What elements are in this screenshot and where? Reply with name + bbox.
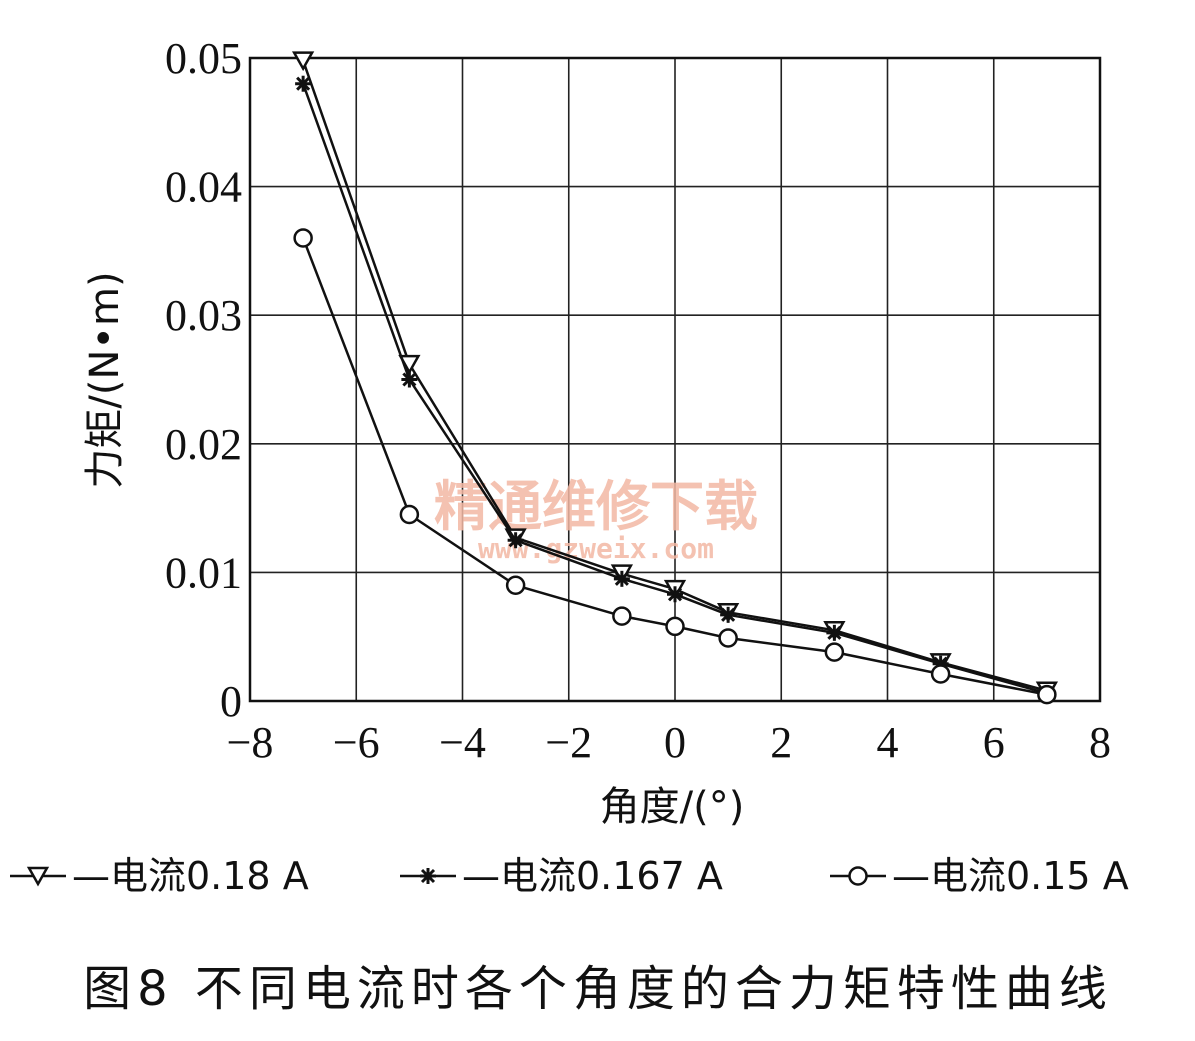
circle-marker-shape <box>848 866 868 886</box>
x-tick-label: 4 <box>877 718 899 767</box>
x-tick-label: 2 <box>770 718 792 767</box>
legend-item: —电流0.15 A <box>830 854 1129 898</box>
data-point <box>930 664 951 684</box>
data-point <box>826 624 843 641</box>
y-tick-label: 0.03 <box>165 291 242 340</box>
plot-frame <box>248 56 1102 703</box>
y-tick-label: 0.01 <box>165 548 242 597</box>
x-axis-label: 角度/(°) <box>600 784 745 830</box>
circle-marker-shape <box>1037 684 1057 705</box>
circle-marker-shape <box>399 504 420 525</box>
figure-caption: 图8 不同电流时各个角度的合力矩特性曲线 <box>83 961 1113 1017</box>
x-tick-label: −4 <box>439 718 486 767</box>
asterisk-stroke <box>402 372 417 387</box>
x-tick-label: 0 <box>664 718 686 767</box>
x-tick-label: −6 <box>333 718 380 767</box>
legend-item: —电流0.167 A <box>400 854 723 898</box>
data-point <box>399 504 420 525</box>
data-point <box>720 606 737 623</box>
x-tick-label: 8 <box>1089 718 1111 767</box>
data-point <box>505 575 526 596</box>
circle-marker-shape <box>293 228 313 248</box>
legend-marker <box>848 866 868 886</box>
data-point <box>612 606 632 626</box>
circle-marker-shape <box>824 642 845 662</box>
watermark-title: 精通维修下载 <box>434 475 758 538</box>
legend-label: —电流0.167 A <box>462 854 723 898</box>
series-circle <box>293 228 1057 705</box>
triangle-down-marker-shape <box>291 51 315 72</box>
legend-marker <box>420 868 436 884</box>
asterisk-stroke <box>614 571 629 586</box>
series-layer <box>291 51 1059 705</box>
legend-label: —电流0.18 A <box>72 854 309 898</box>
legend-item: —电流0.18 A <box>10 854 309 898</box>
data-point <box>667 586 683 603</box>
circle-marker-shape <box>612 606 632 626</box>
x-tick-label: −8 <box>227 718 274 767</box>
data-point <box>665 616 685 637</box>
y-tick-label: 0.05 <box>165 34 242 83</box>
circle-marker-shape <box>930 664 951 684</box>
asterisk-stroke <box>721 607 736 622</box>
asterisk-stroke <box>296 76 311 91</box>
asterisk-stroke <box>667 587 683 602</box>
y-axis-label: 力矩/(N•m) <box>82 271 128 488</box>
asterisk-stroke <box>508 533 523 548</box>
data-point <box>824 642 845 662</box>
data-point <box>718 628 738 648</box>
data-point <box>507 532 524 549</box>
asterisk-stroke <box>420 868 436 884</box>
data-point <box>613 570 630 587</box>
circle-marker-shape <box>505 575 526 596</box>
data-point <box>1037 684 1057 705</box>
x-tick-label: 6 <box>983 718 1005 767</box>
legend-marker <box>26 866 50 887</box>
data-point <box>295 75 312 92</box>
y-tick-label: 0.02 <box>165 420 242 469</box>
data-point <box>291 51 315 72</box>
x-tick-label: −2 <box>545 718 592 767</box>
data-point <box>401 371 418 388</box>
asterisk-stroke <box>827 625 842 640</box>
data-point <box>293 228 313 248</box>
x-tick-labels: −8 −6 −4 −2 0 2 4 6 8 <box>227 718 1111 767</box>
y-tick-label: 0.04 <box>165 163 242 212</box>
y-tick-labels: 0 0.01 0.02 0.03 0.04 0.05 <box>165 34 242 726</box>
circle-marker-shape <box>718 628 738 648</box>
triangle-down-marker-shape <box>26 866 50 887</box>
legend: —电流0.18 A —电流0.167 A —电流0.15 A <box>10 854 1129 898</box>
legend-label: —电流0.15 A <box>892 854 1129 898</box>
circle-marker-shape <box>665 616 685 637</box>
grid <box>250 58 1100 701</box>
y-tick-label: 0 <box>220 677 242 726</box>
